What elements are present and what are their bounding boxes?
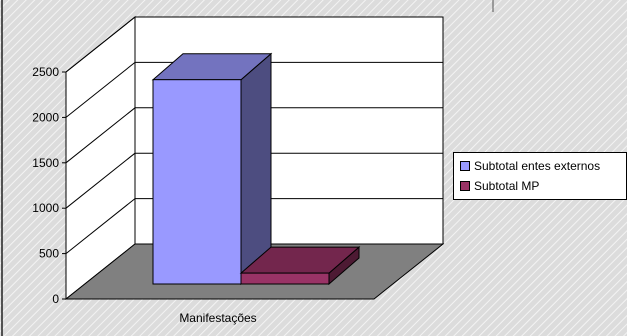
legend-swatch-entes-externos <box>460 161 470 171</box>
y-tick-label: 500 <box>39 247 59 261</box>
gridline-side <box>65 107 136 164</box>
bar-front-face <box>240 272 330 285</box>
bar-side-face <box>240 52 272 286</box>
gridline-side <box>65 152 136 209</box>
gridline-side <box>65 16 136 73</box>
y-tick-label: 2000 <box>32 110 59 124</box>
legend-item-mp: Subtotal MP <box>460 176 626 196</box>
legend-item-entes-externos: Subtotal entes externos <box>460 156 626 176</box>
bar-subtotal-mp <box>239 246 361 286</box>
chart-legend: Subtotal entes externos Subtotal MP <box>453 152 627 200</box>
gridline-side <box>65 198 136 254</box>
y-tick-label: 2500 <box>32 65 59 79</box>
legend-swatch-mp <box>460 181 470 191</box>
bar-front-face <box>152 79 242 285</box>
bar-subtotal-entes-externos <box>151 52 273 286</box>
x-category-label: Manifestações <box>179 311 256 325</box>
legend-label-mp: Subtotal MP <box>474 179 540 193</box>
legend-label-entes-externos: Subtotal entes externos <box>474 159 601 173</box>
y-tick-label: 1000 <box>32 201 59 215</box>
y-tick-label: 0 <box>52 292 59 306</box>
gridline-side <box>65 62 136 118</box>
y-tick-label: 1500 <box>32 156 59 170</box>
